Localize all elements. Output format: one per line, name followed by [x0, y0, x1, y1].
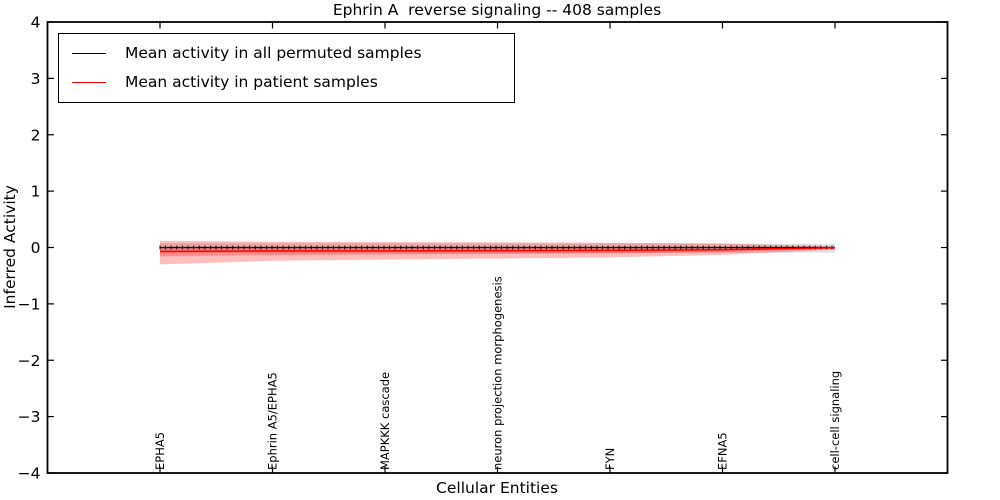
- y-tick-label: 3: [31, 70, 41, 88]
- x-category-label: EPHA5: [153, 432, 167, 470]
- x-category-label: Ephrin A5/EPHA5: [266, 372, 280, 470]
- permuted-mean-markers: [159, 245, 833, 250]
- y-tick-label: 2: [31, 126, 41, 144]
- legend-label-permuted: Mean activity in all permuted samples: [125, 44, 422, 62]
- patient-std-band: [160, 240, 835, 265]
- x-category-label: FYN: [603, 448, 617, 470]
- legend-entry: Mean activity in all permuted samples: [72, 41, 501, 65]
- patient-mean-line: [159, 247, 836, 253]
- y-tick-label: 1: [31, 183, 41, 201]
- x-axis-label: Cellular Entities: [436, 479, 558, 497]
- x-category-label: cell-cell signaling: [828, 371, 842, 470]
- x-category-label: EFNA5: [716, 432, 730, 470]
- y-tick-label: −3: [18, 408, 41, 426]
- x-category-label: neuron projection morphogenesis: [491, 276, 505, 470]
- y-tick-label: 0: [31, 239, 41, 257]
- legend-line-permuted-icon: [72, 52, 106, 54]
- y-tick-label: −4: [18, 465, 41, 483]
- legend-entry: Mean activity in patient samples: [72, 70, 501, 94]
- y-axis-label: Inferred Activity: [1, 185, 19, 309]
- chart-title: Ephrin A reverse signaling -- 408 sample…: [332, 1, 662, 19]
- y-tick-label: −2: [18, 352, 41, 370]
- legend-line-patient-icon: [72, 81, 106, 83]
- y-tick-label: 4: [31, 14, 41, 32]
- x-category-label: MAPKKK cascade: [378, 372, 392, 470]
- legend-label-patient: Mean activity in patient samples: [125, 73, 378, 91]
- y-tick-label: −1: [18, 295, 41, 313]
- legend-box: Mean activity in all permuted samples Me…: [58, 33, 515, 103]
